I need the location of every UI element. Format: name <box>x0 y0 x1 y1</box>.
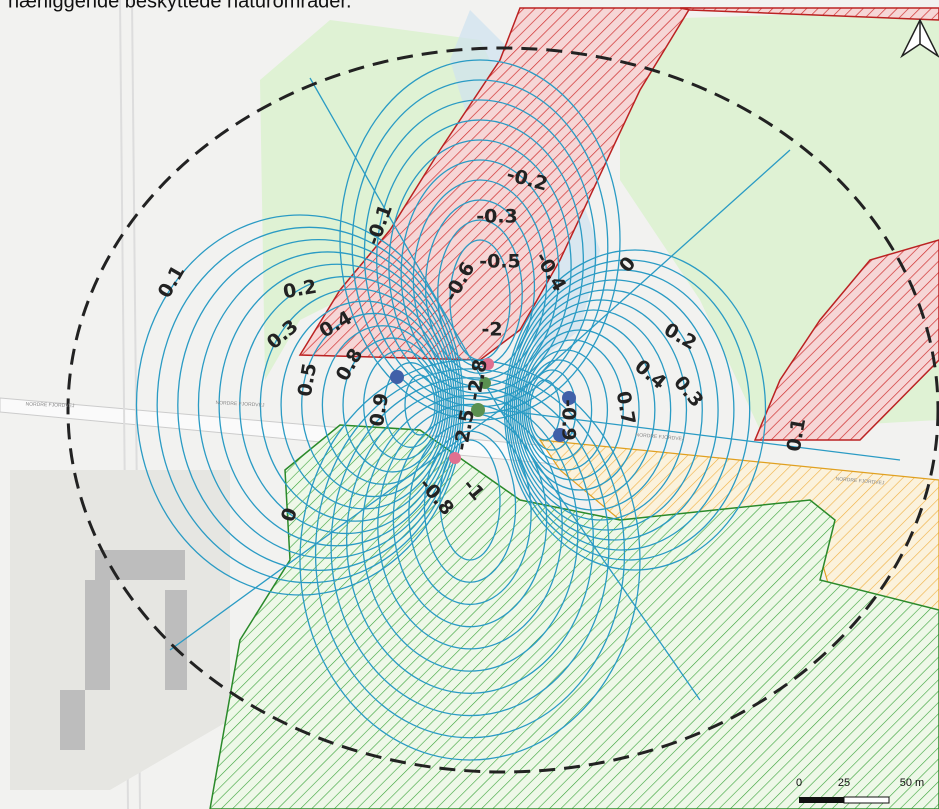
contour <box>507 269 735 551</box>
scale-label: 50 m <box>900 777 924 789</box>
contour <box>377 403 563 650</box>
contour-label: -0.9 <box>558 399 580 441</box>
contour <box>499 149 791 411</box>
contour <box>499 409 701 701</box>
scale-bar <box>799 796 890 804</box>
contour <box>423 430 517 583</box>
contour-label: -2 <box>481 319 502 341</box>
contour <box>515 309 672 511</box>
road-label: NORDRE FJORDVEJ <box>25 401 75 409</box>
contour <box>437 219 523 368</box>
scale-label: 25 <box>838 777 850 789</box>
wells <box>390 358 576 464</box>
contour-label: -0.5 <box>479 251 521 273</box>
scale-label: 0 <box>796 777 802 789</box>
contour <box>424 199 536 374</box>
road-label: NORDRE FJORDVEJ <box>215 400 265 409</box>
contour <box>527 369 577 451</box>
road-label: NORDRE FJORDVEJ <box>635 432 685 442</box>
contour <box>511 289 703 531</box>
contour <box>361 394 579 672</box>
road-label: NORDRE FJORDVEJ <box>835 476 885 486</box>
radius-circle <box>66 46 939 774</box>
contour <box>197 251 458 559</box>
contour <box>218 263 456 547</box>
contour <box>388 139 572 394</box>
contour-label: -0.3 <box>476 206 518 228</box>
contour <box>408 421 532 606</box>
north-arrow <box>900 18 939 59</box>
contour <box>299 359 641 761</box>
contour <box>509 279 719 541</box>
contour <box>169 409 501 651</box>
contour-lines <box>135 59 901 761</box>
contour <box>383 362 438 448</box>
contour <box>280 300 449 510</box>
contour <box>259 288 451 522</box>
contour <box>346 386 594 694</box>
contour <box>339 59 621 421</box>
contour <box>513 299 688 521</box>
contour <box>404 374 436 436</box>
contour <box>439 439 501 561</box>
contour <box>314 368 626 739</box>
contour <box>521 339 624 481</box>
contour <box>330 377 610 717</box>
contour <box>376 119 584 401</box>
caption: nærliggende beskyttede naturområder. <box>8 0 352 12</box>
